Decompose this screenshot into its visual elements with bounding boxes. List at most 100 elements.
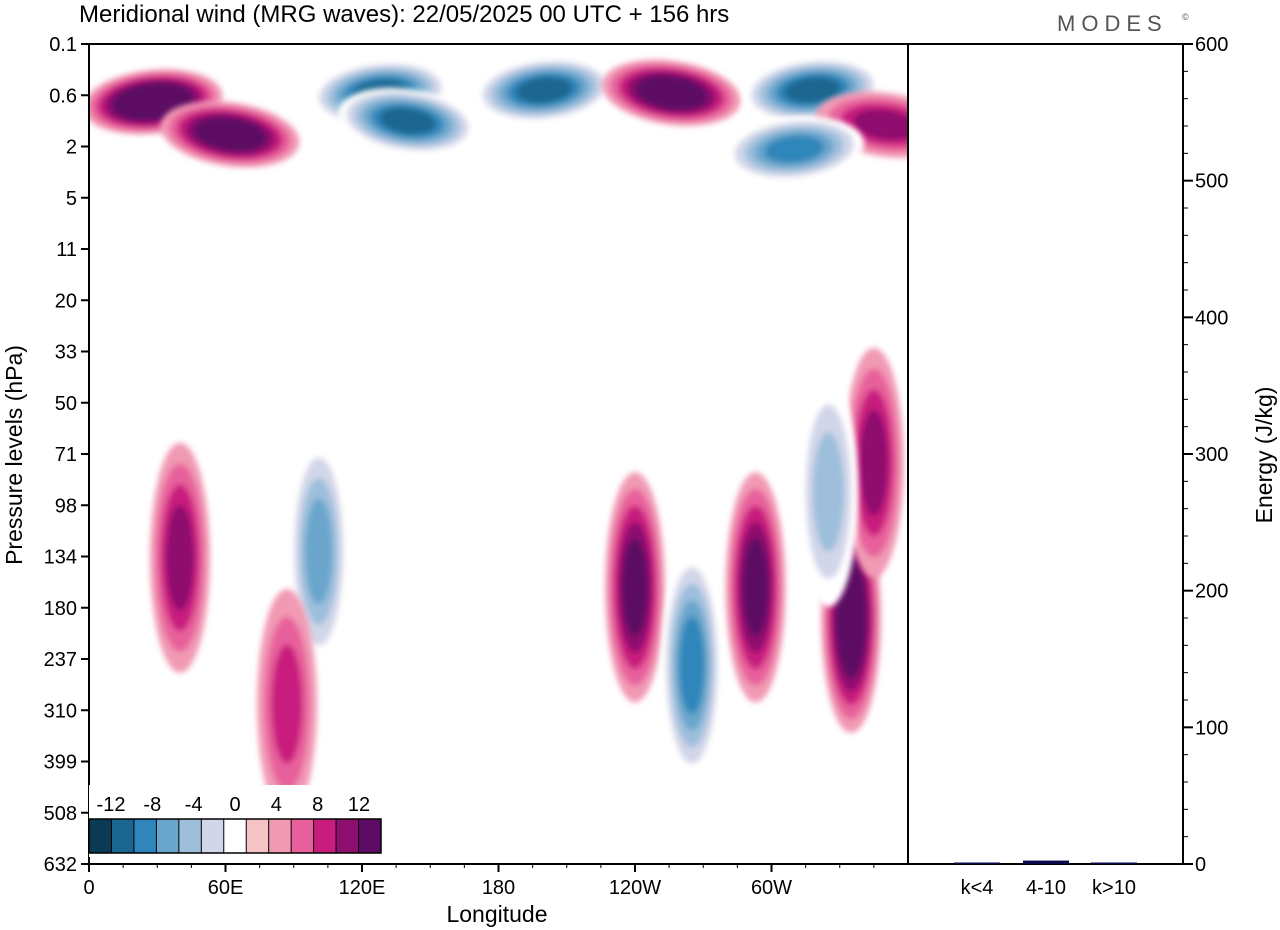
brand-name: MODES (1057, 11, 1168, 36)
energy-tick-label: 100 (1195, 717, 1228, 739)
colorbar-label: -4 (185, 794, 203, 816)
contour-level (853, 109, 908, 140)
energy-y-axis: 0 100 200 300 400 500 600 (1183, 34, 1228, 876)
colorbar-swatch (313, 819, 337, 853)
colorbar-frame (88, 818, 382, 854)
x-tick-label: 120E (339, 877, 386, 899)
energy-axis-label: Energy (J/kg) (1251, 387, 1277, 524)
contour-level (643, 79, 700, 107)
contour-blob (150, 442, 210, 673)
y-axis-label: Pressure levels (hPa) (1, 345, 27, 565)
x-axis-label: Longitude (446, 901, 547, 927)
colorbar-swatch (246, 819, 270, 853)
contour-blob (798, 376, 859, 607)
colorbar-label: 8 (312, 794, 323, 816)
y-tick-label: 237 (44, 649, 77, 671)
contour-level (126, 89, 180, 115)
energy-bar-chart: 0 100 200 300 400 500 600 k<4 4-10 k>10 Energy (… (907, 34, 1277, 899)
contour-level (379, 107, 436, 135)
contour-level (679, 616, 705, 715)
energy-tick-label: 500 (1195, 171, 1228, 193)
contour-level (304, 498, 333, 605)
colorbar: -12 -8 -4 0 4 8 12 (88, 785, 387, 857)
colorbar-swatch (336, 819, 360, 853)
contour-blob (474, 57, 614, 123)
y-axis: 0.1 0.6 2 5 11 20 33 50 71 98 134 180 237 310 399 508 63… (44, 34, 89, 876)
colorbar-swatch (201, 819, 225, 853)
energy-category-label: k<4 (961, 877, 994, 899)
y-tick-label: 11 (56, 239, 77, 261)
energy-category-label: 4-10 (1026, 877, 1066, 899)
contour-blob (843, 347, 904, 578)
colorbar-swatch (223, 819, 247, 853)
energy-bar (954, 862, 1000, 864)
colorbar-swatch (133, 819, 157, 853)
contour-level (839, 571, 864, 664)
colorbar-swatch (156, 819, 180, 853)
contour-field (89, 57, 908, 819)
colorbar-swatch (291, 819, 315, 853)
energy-tick-label: 400 (1195, 307, 1228, 329)
colorbar-swatch (111, 819, 135, 853)
brand-mark: © (1182, 12, 1189, 22)
heatmap-plot: 0 60E 120E 180 120W 60W 0.1 0.6 2 5 11 20 33 50 71 98 1… (1, 34, 909, 927)
contour-level (860, 409, 888, 516)
energy-tick-label: 600 (1195, 34, 1228, 56)
contour-level (202, 120, 258, 148)
colorbar-swatch (268, 819, 292, 853)
contour-level (166, 504, 194, 611)
contour-level (271, 644, 303, 764)
contour-level (784, 76, 841, 104)
colorbar-label: 12 (348, 794, 370, 816)
contour-level (742, 538, 769, 637)
y-tick-label: 134 (44, 547, 77, 569)
contour-blob (725, 472, 786, 703)
energy-tick-label: 200 (1195, 581, 1228, 603)
chart-title: Meridional wind (MRG waves): 22/05/2025 … (79, 1, 729, 28)
energy-tick-label: 300 (1195, 444, 1228, 466)
y-tick-label: 180 (44, 598, 77, 620)
x-tick-label: 60W (751, 877, 792, 899)
contour-blob (601, 59, 741, 126)
energy-frame (907, 43, 1184, 865)
y-tick-label: 50 (55, 393, 77, 415)
energy-categories: k<4 4-10 k>10 (961, 877, 1136, 899)
y-tick-label: 33 (55, 342, 77, 364)
brand-logo: MODES © (1057, 11, 1189, 36)
contour-blob (661, 550, 722, 781)
y-tick-label: 71 (55, 444, 77, 466)
contour-level (764, 135, 824, 164)
contour-blob (256, 588, 317, 819)
contour-blob (160, 101, 300, 168)
contour-blob (724, 116, 864, 182)
energy-category-label: k>10 (1092, 877, 1136, 899)
x-tick-label: 0 (83, 877, 94, 899)
x-tick-label: 180 (482, 877, 515, 899)
colorbar-label: -12 (97, 794, 126, 816)
y-tick-label: 399 (44, 752, 77, 774)
y-tick-label: 310 (44, 700, 77, 722)
colorbar-label: 0 (229, 794, 240, 816)
contour-level (622, 538, 648, 637)
y-tick-label: 20 (55, 290, 77, 312)
y-tick-label: 98 (55, 495, 77, 517)
x-tick-label: 60E (208, 877, 244, 899)
x-axis: 0 60E 120E 180 120W 60W (83, 864, 875, 899)
energy-bar (1023, 860, 1069, 864)
colorbar-label: -8 (143, 794, 161, 816)
contour-level (516, 76, 572, 104)
y-tick-label: 632 (44, 854, 77, 876)
colorbar-swatch (358, 819, 382, 853)
contour-level (812, 431, 844, 552)
contour-blob (338, 87, 477, 155)
colorbar-swatch (89, 819, 112, 853)
energy-bar (1091, 862, 1137, 864)
y-tick-label: 0.1 (49, 34, 77, 56)
y-tick-label: 2 (66, 137, 77, 159)
colorbar-label: 4 (271, 794, 282, 816)
colorbar-swatch (178, 819, 202, 853)
contour-blob (605, 472, 665, 703)
energy-tick-label: 0 (1195, 854, 1206, 876)
y-tick-label: 5 (66, 188, 77, 210)
